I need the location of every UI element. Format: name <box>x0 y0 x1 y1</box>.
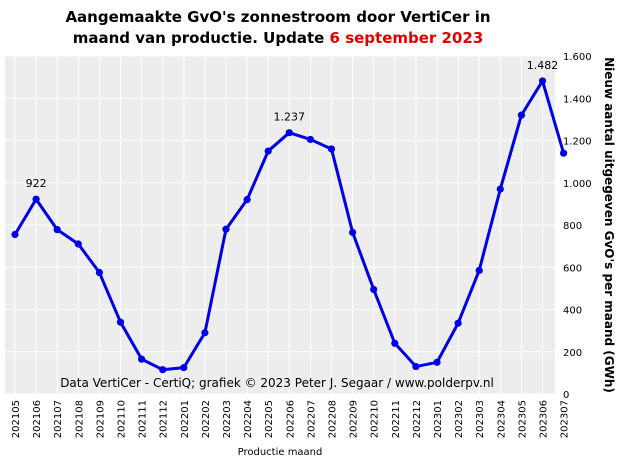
y-tick-label: 400 <box>563 306 582 317</box>
data-point <box>159 366 167 374</box>
x-tick-label: 202107 <box>53 400 64 438</box>
x-tick-label: 202306 <box>539 400 550 438</box>
y-tick-label: 0 <box>563 390 569 401</box>
y-tick-label: 600 <box>563 263 582 274</box>
data-point <box>285 129 293 137</box>
y-tick-label: 1.400 <box>563 94 592 105</box>
x-tick-label: 202106 <box>32 400 43 438</box>
data-point <box>74 240 82 248</box>
x-tick-label: 202205 <box>264 400 275 438</box>
data-point <box>349 228 357 236</box>
x-tick-label: 202211 <box>391 400 402 438</box>
x-tick-label: 202110 <box>117 400 128 438</box>
data-point <box>116 318 125 326</box>
data-point <box>138 355 146 363</box>
grid-lines <box>5 55 565 395</box>
data-label: 1.237 <box>274 111 306 124</box>
y-tick-label: 1.000 <box>563 179 592 190</box>
data-labels: 922 1.237 1.482 <box>26 59 559 190</box>
y-tick-label: 800 <box>563 221 582 232</box>
x-tick-label: 202111 <box>138 400 149 438</box>
x-tick-label: 202304 <box>496 400 507 438</box>
data-point <box>538 77 547 85</box>
y-tick-label: 1.600 <box>563 52 592 63</box>
data-point <box>391 339 399 347</box>
data-point <box>433 358 441 366</box>
y-axis-label: Nieuw aantal uitgegeven GvO's per maand … <box>602 57 616 393</box>
data-points <box>11 77 568 374</box>
y-tick-label: 200 <box>563 348 582 359</box>
data-point <box>370 285 378 294</box>
data-point <box>306 135 314 144</box>
chart-title-line1: Aangemaakte GvO's zonnestroom door Verti… <box>65 8 490 26</box>
data-point <box>475 266 483 275</box>
data-point <box>454 319 462 327</box>
source-credit: Data VertiCer - CertiQ; grafiek © 2023 P… <box>60 376 494 390</box>
data-point <box>327 145 336 153</box>
chart-title-line2-text: maand van productie. Update <box>73 29 330 47</box>
data-point <box>32 195 40 203</box>
x-tick-label: 202105 <box>11 400 22 438</box>
data-point <box>201 329 209 337</box>
x-tick-label: 202108 <box>74 400 85 438</box>
data-label: 1.482 <box>527 59 559 72</box>
data-point <box>412 362 420 371</box>
y-axis-ticks: 0 200 400 600 800 1.000 1.200 1.400 1.600 <box>563 52 592 401</box>
x-tick-label: 202303 <box>475 400 486 438</box>
data-point <box>517 111 526 119</box>
chart-title-line2: maand van productie. Update 6 september … <box>73 29 484 47</box>
x-tick-label: 202307 <box>560 400 571 438</box>
x-tick-label: 202204 <box>243 400 254 438</box>
x-tick-label: 202208 <box>328 400 339 438</box>
data-point <box>95 268 103 277</box>
x-tick-label: 202302 <box>454 400 465 438</box>
x-tick-label: 202112 <box>159 400 170 438</box>
data-point <box>496 185 504 193</box>
data-point <box>264 147 272 155</box>
x-tick-label: 202209 <box>349 400 360 438</box>
update-date: 6 september 2023 <box>330 29 484 47</box>
data-point <box>180 363 188 372</box>
data-point <box>11 230 19 239</box>
data-point <box>243 196 251 204</box>
x-tick-label: 202207 <box>306 400 317 438</box>
x-tick-label: 202301 <box>433 400 444 438</box>
x-tick-label: 202201 <box>180 400 191 438</box>
data-point <box>560 149 568 157</box>
x-tick-label: 202109 <box>95 400 106 438</box>
x-tick-label: 202206 <box>285 400 296 438</box>
x-tick-label: 202202 <box>201 400 212 438</box>
x-tick-label: 202212 <box>412 400 423 438</box>
x-tick-label: 202203 <box>222 400 233 438</box>
x-axis-ticks: 202105 202106 202107 202108 202109 202110 2021… <box>11 400 571 438</box>
x-axis-label: Productie maand <box>238 447 323 458</box>
data-point <box>53 226 61 234</box>
data-label: 922 <box>26 177 47 190</box>
data-point <box>222 225 230 233</box>
y-tick-label: 1.200 <box>563 137 592 148</box>
x-tick-label: 202210 <box>370 400 381 438</box>
x-tick-label: 202305 <box>517 400 528 438</box>
